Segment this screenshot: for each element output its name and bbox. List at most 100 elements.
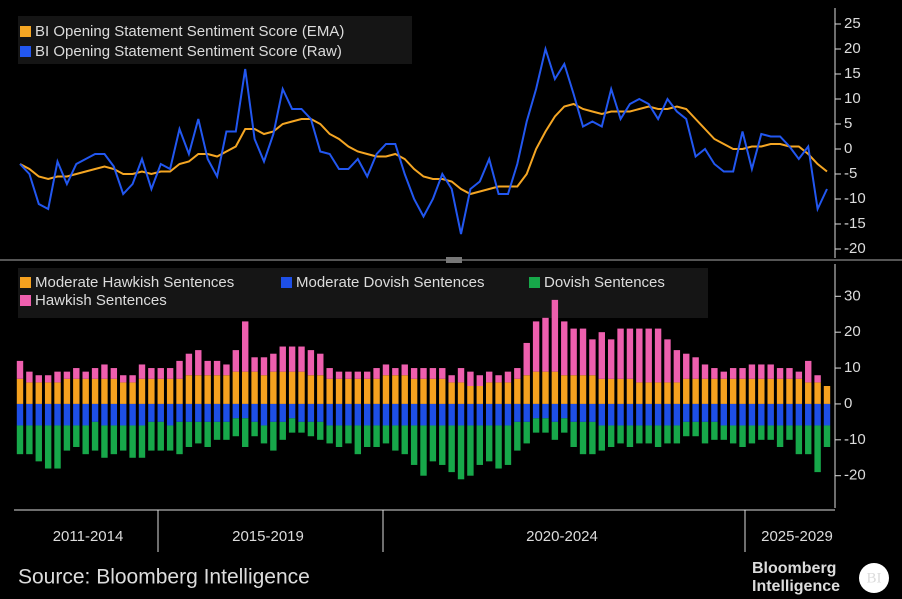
bar-segment (504, 371, 512, 383)
bar-segment (485, 425, 493, 462)
bar-segment (636, 403, 643, 426)
bar-segment (101, 403, 108, 426)
bar-segment (91, 421, 99, 451)
bar-segment (532, 371, 540, 404)
bar-segment (467, 386, 474, 404)
bar-segment (382, 375, 390, 404)
bar-segment (260, 375, 268, 404)
y-tick-label: 25 (844, 15, 861, 32)
bar-segment (279, 403, 286, 422)
bar-segment (26, 371, 33, 383)
y-tick-label: 15 (844, 65, 861, 82)
bar-segment (317, 421, 324, 440)
bar-segment (120, 403, 127, 426)
bar-segment (711, 368, 718, 379)
bar-segment (795, 378, 803, 404)
bar-segment (213, 421, 221, 440)
legend-swatch (20, 26, 31, 37)
bar-segment (101, 425, 108, 458)
legend-label: BI Opening Statement Sentiment Score (Ra… (35, 43, 342, 60)
bar-segment (673, 425, 681, 444)
bar-segment (420, 403, 427, 426)
bar-segment (401, 425, 408, 455)
bar-segment (636, 328, 643, 383)
bar-segment (270, 371, 277, 404)
bar-segment (429, 403, 437, 426)
bar-segment (279, 421, 286, 440)
bar-segment (617, 403, 624, 426)
bar-segment (739, 368, 746, 379)
bar-segment (739, 425, 746, 447)
bar-segment (410, 403, 418, 426)
legend-box (18, 268, 708, 318)
line (19, 45, 828, 235)
bar-segment (204, 375, 211, 404)
legend-label: Hawkish Sentences (35, 292, 167, 309)
bar-segment (711, 421, 718, 440)
bar-segment (157, 421, 164, 451)
bar-segment (532, 418, 540, 433)
bar-segment (748, 403, 756, 426)
bar-segment (129, 425, 136, 458)
bar-segment (439, 368, 446, 379)
bar-segment (157, 378, 164, 404)
bar-segment (148, 403, 155, 422)
x-group-label: 2025-2029 (761, 528, 833, 545)
bar-segment (795, 403, 803, 426)
bar-segment (457, 403, 465, 426)
bar-segment (185, 403, 193, 422)
bar-segment (617, 425, 624, 444)
bar-segment (16, 425, 24, 455)
legend-label: Moderate Hawkish Sentences (35, 274, 234, 291)
logo-text: Intelligence (752, 578, 840, 595)
bar-segment (157, 403, 164, 422)
bar-segment (776, 368, 784, 379)
bar-segment (823, 425, 831, 447)
bar-segment (195, 350, 202, 376)
bar-segment (232, 350, 240, 372)
bar-segment (467, 371, 474, 386)
bar-segment (767, 403, 774, 426)
bar-segment (232, 403, 240, 419)
bar-segment (335, 378, 343, 404)
bar-segment (570, 403, 577, 422)
bar-segment (401, 403, 408, 426)
bar-segment (607, 425, 615, 447)
bar-segment (654, 328, 662, 383)
bar-segment (805, 382, 812, 404)
bar-segment (223, 421, 230, 440)
bar-segment (429, 425, 437, 462)
legend-label: Moderate Dovish Sentences (296, 274, 484, 291)
bar-segment (363, 403, 371, 426)
bar-segment (26, 403, 33, 426)
bar-segment (363, 425, 371, 447)
bar-segment (63, 371, 71, 379)
bar-segment (101, 378, 108, 404)
bar-segment (579, 375, 587, 404)
bar-segment (35, 425, 42, 462)
bar-segment (429, 368, 437, 379)
bar-segment (720, 403, 727, 426)
bar-segment (673, 403, 681, 426)
bar-segment (758, 403, 765, 426)
bar-segment (223, 375, 230, 404)
bar-segment (748, 425, 756, 444)
bar-segment (392, 403, 399, 426)
bar-segment (626, 328, 634, 379)
bar-segment (645, 403, 652, 426)
bar-segment (63, 403, 71, 426)
bar-segment (795, 425, 803, 455)
bar-segment (260, 357, 268, 376)
bar-segment (673, 382, 681, 404)
bar-segment (561, 418, 568, 433)
bar-segment (91, 378, 99, 404)
bar-segment (776, 403, 784, 426)
bar-segment (110, 403, 118, 426)
bar-segment (607, 403, 615, 426)
bar-segment (626, 425, 634, 447)
bar-segment (457, 368, 465, 383)
bar-segment (692, 357, 699, 379)
bar-segment (120, 382, 127, 404)
bar-segment (701, 421, 709, 444)
bar-segment (44, 382, 52, 404)
